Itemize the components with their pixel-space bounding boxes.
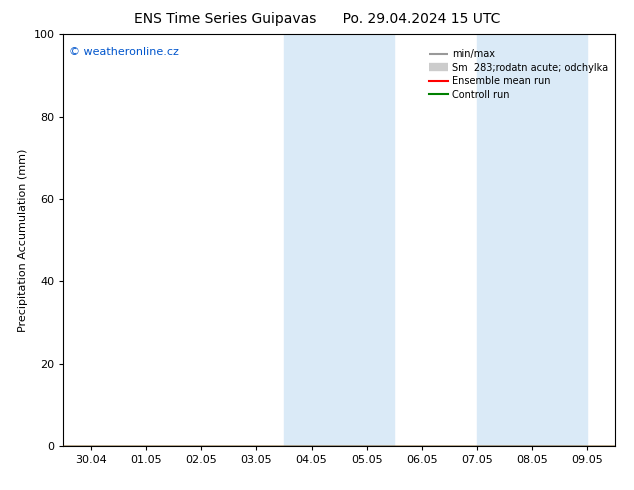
Bar: [477, 34, 533, 446]
Bar: [533, 34, 588, 446]
Legend: min/max, Sm  283;rodatn acute; odchylka, Ensemble mean run, Controll run: min/max, Sm 283;rodatn acute; odchylka, …: [427, 48, 610, 101]
Y-axis label: Precipitation Accumulation (mm): Precipitation Accumulation (mm): [18, 148, 28, 332]
Bar: [339, 34, 394, 446]
Text: ENS Time Series Guipavas      Po. 29.04.2024 15 UTC: ENS Time Series Guipavas Po. 29.04.2024 …: [134, 12, 500, 26]
Text: © weatheronline.cz: © weatheronline.cz: [69, 47, 179, 57]
Bar: [284, 34, 339, 446]
